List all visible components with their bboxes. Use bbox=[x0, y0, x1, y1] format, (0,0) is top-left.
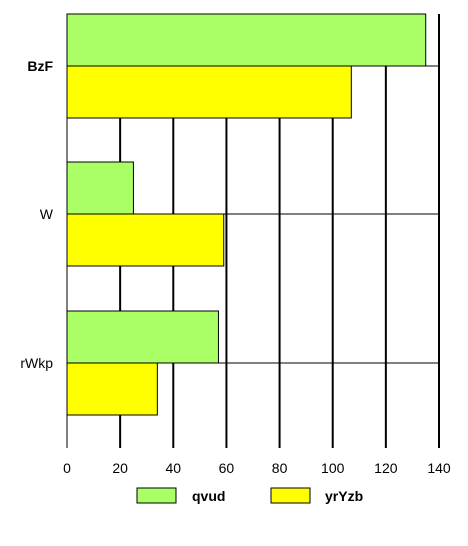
x-tick-label: 100 bbox=[321, 460, 345, 476]
bar-yrYzb-BzF bbox=[66, 65, 352, 119]
bar-qvud-rWkp bbox=[66, 310, 219, 364]
bars bbox=[66, 13, 427, 416]
bar-qvud-W bbox=[66, 161, 134, 215]
legend-label-yrYzb: yrYzb bbox=[325, 488, 363, 504]
legend: qvud yrYzb bbox=[136, 487, 363, 504]
x-tick-label: 60 bbox=[219, 460, 235, 476]
category-label: rWkp bbox=[20, 355, 53, 371]
x-tick-label: 0 bbox=[63, 460, 71, 476]
bar-qvud-BzF bbox=[66, 13, 427, 67]
x-tick-label: 140 bbox=[427, 460, 451, 476]
bar-yrYzb-W bbox=[66, 213, 225, 267]
x-tick-label: 80 bbox=[272, 460, 288, 476]
category-label: BzF bbox=[27, 58, 53, 74]
x-tick-label: 20 bbox=[112, 460, 128, 476]
category-label: W bbox=[40, 206, 54, 222]
legend-swatch-yrYzb bbox=[270, 487, 311, 504]
legend-label-qvud: qvud bbox=[192, 488, 225, 504]
bar-yrYzb-rWkp bbox=[66, 362, 158, 416]
x-tick-label: 120 bbox=[374, 460, 398, 476]
x-tick-label: 40 bbox=[165, 460, 181, 476]
legend-swatch-qvud bbox=[136, 487, 177, 504]
